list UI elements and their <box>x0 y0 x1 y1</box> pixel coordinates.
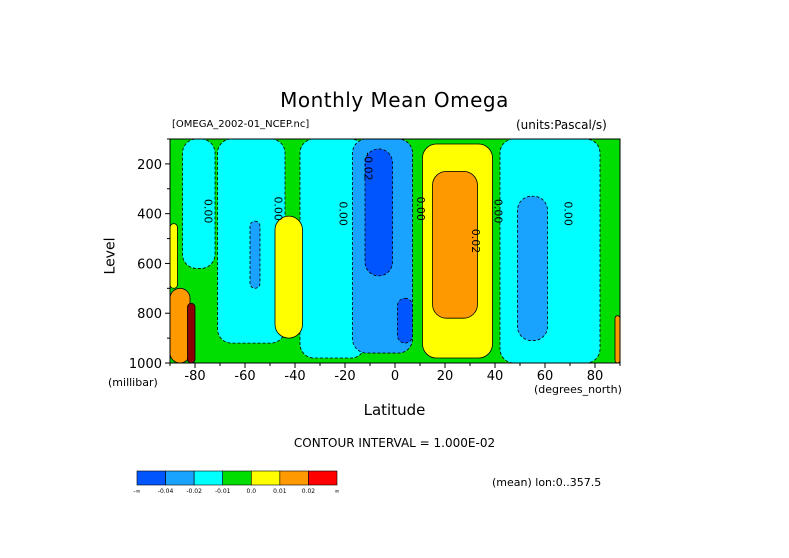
contour-label: 0.00 <box>272 196 285 221</box>
x-tick-label: 60 <box>537 369 554 384</box>
contour-region <box>170 223 178 289</box>
file-label: [OMEGA_2002-01_NCEP.nc] <box>172 119 310 130</box>
x-tick-label: 20 <box>437 369 454 384</box>
colorbar-swatch <box>165 470 195 486</box>
y-tick-label: 1000 <box>129 357 162 372</box>
colorbar-tick-label: -0.01 <box>215 488 231 495</box>
y-tick-label: 400 <box>137 208 162 223</box>
contour-region <box>364 148 393 277</box>
colorbar-swatch <box>279 470 309 486</box>
contour-region <box>274 215 303 339</box>
colorbar-swatch <box>308 470 338 486</box>
x-tick-label: -80 <box>184 369 205 384</box>
contour-region <box>249 220 261 289</box>
contour-label: 0.00 <box>562 201 575 226</box>
contour-label: 0.00 <box>414 196 427 221</box>
colorbar-tick-label: -0.04 <box>158 488 174 495</box>
contour-region <box>614 315 620 363</box>
colorbar-swatch <box>136 470 166 486</box>
colorbar-tick-label: 0.02 <box>302 488 316 495</box>
colorbar-tick-label: 0.01 <box>273 488 287 495</box>
x-axis-label: Latitude <box>363 401 426 419</box>
units-label: (units:Pascal/s) <box>516 118 607 132</box>
x-tick-label: -20 <box>334 369 355 384</box>
contour-region <box>182 139 216 269</box>
contour-label: -0.02 <box>362 152 375 180</box>
y-tick-label: 600 <box>137 257 162 272</box>
contour-label: 0.00 <box>337 201 350 226</box>
colorbar-tick-label: -∞ <box>133 488 140 495</box>
contour-label: 0.00 <box>202 199 215 224</box>
contour-region <box>432 170 478 319</box>
chart-title: Monthly Mean Omega <box>280 88 509 112</box>
colorbar-swatch <box>250 470 281 486</box>
x-axis-unit: (degrees_north) <box>534 383 622 396</box>
mean-longitude-note: (mean) lon:0..357.5 <box>492 476 602 489</box>
contour-label: 0.02 <box>469 229 482 254</box>
contour-region <box>397 297 413 344</box>
colorbar-tick-label: 0.0 <box>247 488 257 495</box>
x-tick-label: -40 <box>284 369 305 384</box>
contour-interval-label: CONTOUR INTERVAL = 1.000E-02 <box>293 436 496 450</box>
contour-label: 0.00 <box>492 199 505 224</box>
contour-fill-group <box>170 139 620 363</box>
colorbar-swatch <box>222 470 252 486</box>
x-tick-label: 0 <box>391 369 399 384</box>
contour-region <box>517 195 548 342</box>
x-tick-label: 80 <box>587 369 604 384</box>
colorbar-swatch <box>193 470 224 486</box>
y-axis-unit: (millibar) <box>108 376 158 389</box>
x-tick-label: 40 <box>487 369 504 384</box>
colorbar-tick-label: ∞ <box>335 488 340 495</box>
colorbar-tick-label: -0.02 <box>186 488 202 495</box>
y-tick-label: 800 <box>137 307 162 322</box>
x-tick-label: -60 <box>234 369 255 384</box>
y-tick-label: 200 <box>137 158 162 173</box>
y-axis-label: Level <box>102 237 119 275</box>
